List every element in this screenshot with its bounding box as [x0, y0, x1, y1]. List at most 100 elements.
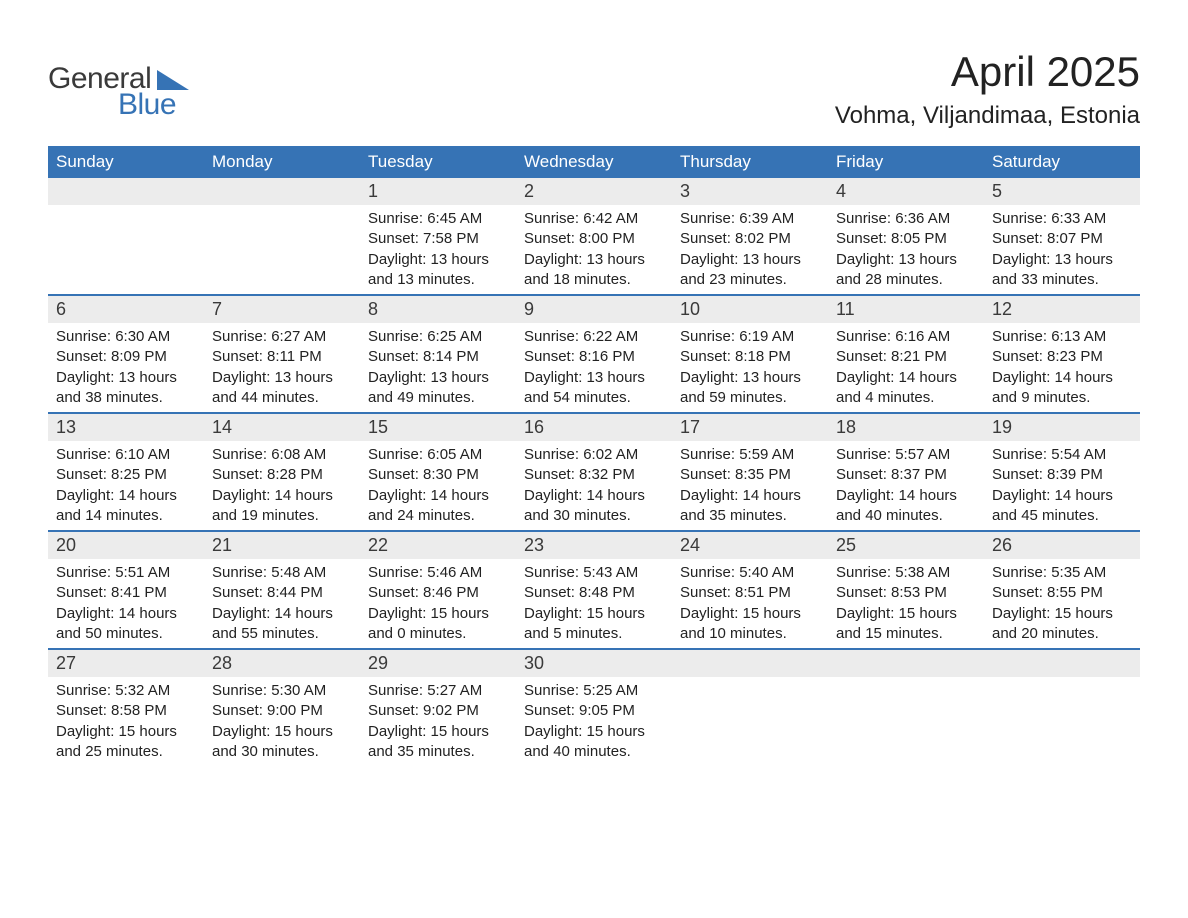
day-number: 26: [984, 532, 1140, 559]
title-area: April 2025 Vohma, Viljandimaa, Estonia: [835, 48, 1140, 130]
sunrise-text: Sunrise: 6:42 AM: [524, 209, 664, 229]
sunset-text: Sunset: 8:58 PM: [56, 701, 196, 721]
day-number-row: 12345: [48, 178, 1140, 205]
day-content-row: Sunrise: 5:51 AMSunset: 8:41 PMDaylight:…: [48, 559, 1140, 648]
day-cell: Sunrise: 5:30 AMSunset: 9:00 PMDaylight:…: [204, 677, 360, 766]
day-number: 12: [984, 296, 1140, 323]
daylight-text: Daylight: 13 hours and 49 minutes.: [368, 368, 508, 409]
daylight-text: Daylight: 13 hours and 54 minutes.: [524, 368, 664, 409]
daylight-text: Daylight: 13 hours and 13 minutes.: [368, 250, 508, 291]
day-cell: [828, 677, 984, 766]
header: General Blue April 2025 Vohma, Viljandim…: [48, 48, 1140, 130]
sunrise-text: Sunrise: 6:02 AM: [524, 445, 664, 465]
sunrise-text: Sunrise: 6:13 AM: [992, 327, 1132, 347]
daylight-text: Daylight: 14 hours and 19 minutes.: [212, 486, 352, 527]
day-cell: Sunrise: 6:33 AMSunset: 8:07 PMDaylight:…: [984, 205, 1140, 294]
day-cell: Sunrise: 6:19 AMSunset: 8:18 PMDaylight:…: [672, 323, 828, 412]
day-number: 24: [672, 532, 828, 559]
sunset-text: Sunset: 8:11 PM: [212, 347, 352, 367]
daylight-text: Daylight: 14 hours and 14 minutes.: [56, 486, 196, 527]
sunset-text: Sunset: 8:18 PM: [680, 347, 820, 367]
sunset-text: Sunset: 9:05 PM: [524, 701, 664, 721]
sunrise-text: Sunrise: 6:22 AM: [524, 327, 664, 347]
sunrise-text: Sunrise: 5:32 AM: [56, 681, 196, 701]
day-cell: Sunrise: 6:02 AMSunset: 8:32 PMDaylight:…: [516, 441, 672, 530]
day-header-cell: Friday: [828, 146, 984, 178]
sunset-text: Sunset: 8:00 PM: [524, 229, 664, 249]
day-number: 13: [48, 414, 204, 441]
sunset-text: Sunset: 8:44 PM: [212, 583, 352, 603]
daylight-text: Daylight: 15 hours and 10 minutes.: [680, 604, 820, 645]
daylight-text: Daylight: 15 hours and 35 minutes.: [368, 722, 508, 763]
day-cell: [672, 677, 828, 766]
sunset-text: Sunset: 9:02 PM: [368, 701, 508, 721]
day-cell: Sunrise: 5:46 AMSunset: 8:46 PMDaylight:…: [360, 559, 516, 648]
day-number-row: 13141516171819: [48, 414, 1140, 441]
day-cell: [984, 677, 1140, 766]
week-wrapper: 13141516171819Sunrise: 6:10 AMSunset: 8:…: [48, 412, 1140, 530]
day-header-cell: Sunday: [48, 146, 204, 178]
day-cell: Sunrise: 5:38 AMSunset: 8:53 PMDaylight:…: [828, 559, 984, 648]
day-cell: Sunrise: 5:48 AMSunset: 8:44 PMDaylight:…: [204, 559, 360, 648]
day-cell: Sunrise: 5:54 AMSunset: 8:39 PMDaylight:…: [984, 441, 1140, 530]
sunset-text: Sunset: 8:14 PM: [368, 347, 508, 367]
day-cell: Sunrise: 6:30 AMSunset: 8:09 PMDaylight:…: [48, 323, 204, 412]
day-number: 18: [828, 414, 984, 441]
daylight-text: Daylight: 13 hours and 33 minutes.: [992, 250, 1132, 291]
day-number: [984, 650, 1140, 677]
week-wrapper: 6789101112Sunrise: 6:30 AMSunset: 8:09 P…: [48, 294, 1140, 412]
daylight-text: Daylight: 14 hours and 24 minutes.: [368, 486, 508, 527]
daylight-text: Daylight: 14 hours and 35 minutes.: [680, 486, 820, 527]
sunset-text: Sunset: 8:39 PM: [992, 465, 1132, 485]
day-content-row: Sunrise: 6:30 AMSunset: 8:09 PMDaylight:…: [48, 323, 1140, 412]
sunrise-text: Sunrise: 6:08 AM: [212, 445, 352, 465]
daylight-text: Daylight: 14 hours and 45 minutes.: [992, 486, 1132, 527]
sunrise-text: Sunrise: 6:05 AM: [368, 445, 508, 465]
day-number: 19: [984, 414, 1140, 441]
daylight-text: Daylight: 13 hours and 18 minutes.: [524, 250, 664, 291]
sunrise-text: Sunrise: 5:25 AM: [524, 681, 664, 701]
day-number-row: 6789101112: [48, 296, 1140, 323]
day-cell: Sunrise: 6:45 AMSunset: 7:58 PMDaylight:…: [360, 205, 516, 294]
week-wrapper: 20212223242526Sunrise: 5:51 AMSunset: 8:…: [48, 530, 1140, 648]
daylight-text: Daylight: 15 hours and 40 minutes.: [524, 722, 664, 763]
daylight-text: Daylight: 15 hours and 15 minutes.: [836, 604, 976, 645]
week-wrapper: 27282930Sunrise: 5:32 AMSunset: 8:58 PMD…: [48, 648, 1140, 766]
logo: General Blue: [48, 48, 189, 122]
sunrise-text: Sunrise: 5:48 AM: [212, 563, 352, 583]
day-number: 27: [48, 650, 204, 677]
logo-triangle-icon: [157, 70, 189, 90]
day-number: 6: [48, 296, 204, 323]
day-number: 29: [360, 650, 516, 677]
day-cell: Sunrise: 5:35 AMSunset: 8:55 PMDaylight:…: [984, 559, 1140, 648]
day-number-row: 20212223242526: [48, 532, 1140, 559]
sunset-text: Sunset: 8:32 PM: [524, 465, 664, 485]
sunrise-text: Sunrise: 6:33 AM: [992, 209, 1132, 229]
day-number: 9: [516, 296, 672, 323]
sunrise-text: Sunrise: 5:54 AM: [992, 445, 1132, 465]
logo-text-blue: Blue: [118, 88, 189, 122]
daylight-text: Daylight: 14 hours and 40 minutes.: [836, 486, 976, 527]
sunrise-text: Sunrise: 5:35 AM: [992, 563, 1132, 583]
day-cell: Sunrise: 5:59 AMSunset: 8:35 PMDaylight:…: [672, 441, 828, 530]
day-number: [828, 650, 984, 677]
sunset-text: Sunset: 8:55 PM: [992, 583, 1132, 603]
sunrise-text: Sunrise: 5:51 AM: [56, 563, 196, 583]
day-number: 16: [516, 414, 672, 441]
sunset-text: Sunset: 8:48 PM: [524, 583, 664, 603]
sunrise-text: Sunrise: 6:39 AM: [680, 209, 820, 229]
day-number: 14: [204, 414, 360, 441]
day-cell: Sunrise: 6:42 AMSunset: 8:00 PMDaylight:…: [516, 205, 672, 294]
day-number: 8: [360, 296, 516, 323]
page-title: April 2025: [835, 48, 1140, 96]
day-header-cell: Saturday: [984, 146, 1140, 178]
day-cell: Sunrise: 5:25 AMSunset: 9:05 PMDaylight:…: [516, 677, 672, 766]
day-content-row: Sunrise: 6:10 AMSunset: 8:25 PMDaylight:…: [48, 441, 1140, 530]
daylight-text: Daylight: 14 hours and 4 minutes.: [836, 368, 976, 409]
day-number: 2: [516, 178, 672, 205]
daylight-text: Daylight: 15 hours and 20 minutes.: [992, 604, 1132, 645]
day-content-row: Sunrise: 6:45 AMSunset: 7:58 PMDaylight:…: [48, 205, 1140, 294]
sunrise-text: Sunrise: 5:30 AM: [212, 681, 352, 701]
day-number: 17: [672, 414, 828, 441]
daylight-text: Daylight: 13 hours and 28 minutes.: [836, 250, 976, 291]
